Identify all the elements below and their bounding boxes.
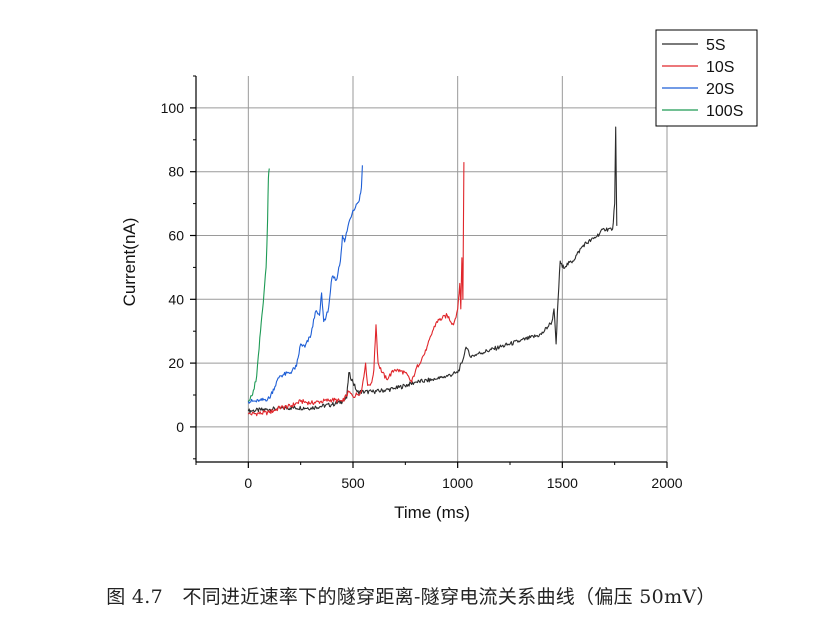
series-line-10s (247, 162, 465, 417)
y-tick-label: 60 (168, 228, 184, 244)
y-tick-label: 40 (168, 291, 184, 307)
legend: 5S 10S 20S 100S (655, 29, 758, 127)
chart-container: 0 20 40 60 80 100 0 500 1000 1500 2000 5S 10S 20S 100… (120, 29, 758, 522)
axes (190, 75, 668, 468)
plot-series (247, 126, 618, 417)
y-tick-label: 20 (168, 355, 184, 371)
y-tick-label: 100 (161, 100, 185, 116)
legend-label: 100S (706, 103, 743, 120)
x-tick-label: 2000 (651, 475, 682, 491)
series-line-100s (247, 168, 270, 402)
y-tick-label: 0 (176, 419, 184, 435)
grid (196, 76, 668, 462)
x-axis-label: Time (ms) (394, 503, 470, 522)
y-axis-label: Current(nA) (120, 218, 139, 307)
legend-label: 20S (706, 81, 734, 98)
x-tick-label: 0 (244, 475, 252, 491)
x-tick-label: 1000 (442, 475, 473, 491)
x-tick-label: 1500 (547, 475, 578, 491)
series-line-20s (247, 165, 363, 404)
series-line-5s (247, 126, 618, 414)
y-tick-label: 80 (168, 164, 184, 180)
figure-caption: 图 4.7 不同进近速率下的隧穿距离-隧穿电流关系曲线（偏压 50mV） (106, 586, 716, 608)
legend-label: 10S (706, 59, 734, 76)
legend-label: 5S (706, 37, 726, 54)
x-tick-label: 500 (341, 475, 365, 491)
